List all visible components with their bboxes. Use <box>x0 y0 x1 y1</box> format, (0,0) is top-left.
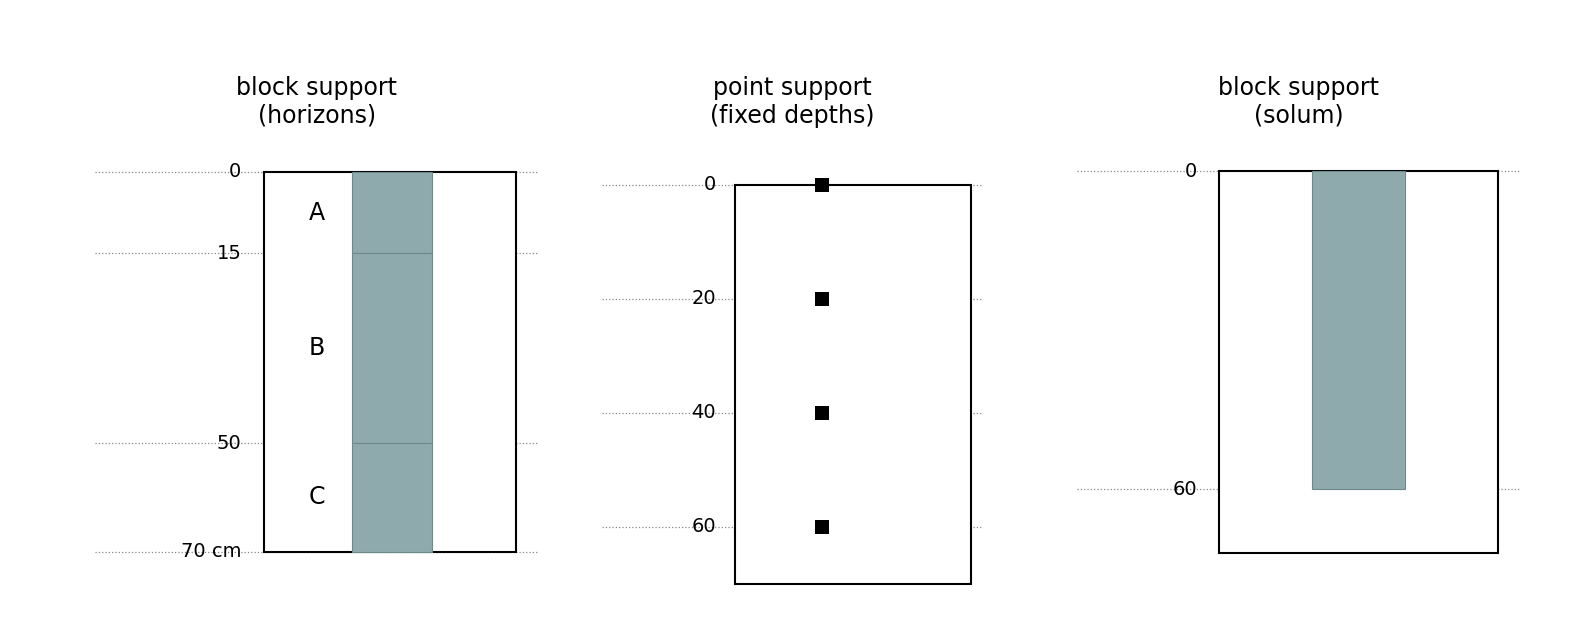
Point <box>809 294 835 304</box>
Bar <box>735 185 971 584</box>
Text: 0: 0 <box>1185 161 1198 180</box>
Bar <box>1220 171 1498 553</box>
Title: block support
(solum): block support (solum) <box>1218 76 1380 128</box>
Title: block support
(horizons): block support (horizons) <box>236 76 398 128</box>
Text: 0: 0 <box>230 162 241 181</box>
Bar <box>352 443 432 551</box>
Text: 40: 40 <box>691 403 716 422</box>
Text: 15: 15 <box>217 244 241 263</box>
Point <box>809 180 835 190</box>
Text: 0: 0 <box>703 175 716 194</box>
Point <box>809 522 835 532</box>
Text: 60: 60 <box>1172 480 1198 499</box>
Text: 50: 50 <box>217 434 241 453</box>
Text: 60: 60 <box>691 517 716 536</box>
Bar <box>352 253 432 443</box>
Text: C: C <box>309 486 325 510</box>
Bar <box>352 172 432 253</box>
Point <box>809 408 835 418</box>
Title: point support
(fixed depths): point support (fixed depths) <box>710 76 874 128</box>
Text: A: A <box>309 201 325 225</box>
Bar <box>263 172 516 551</box>
Text: B: B <box>309 336 325 360</box>
Text: 70 cm: 70 cm <box>181 542 241 561</box>
Text: 20: 20 <box>691 289 716 308</box>
Bar <box>1312 171 1405 489</box>
